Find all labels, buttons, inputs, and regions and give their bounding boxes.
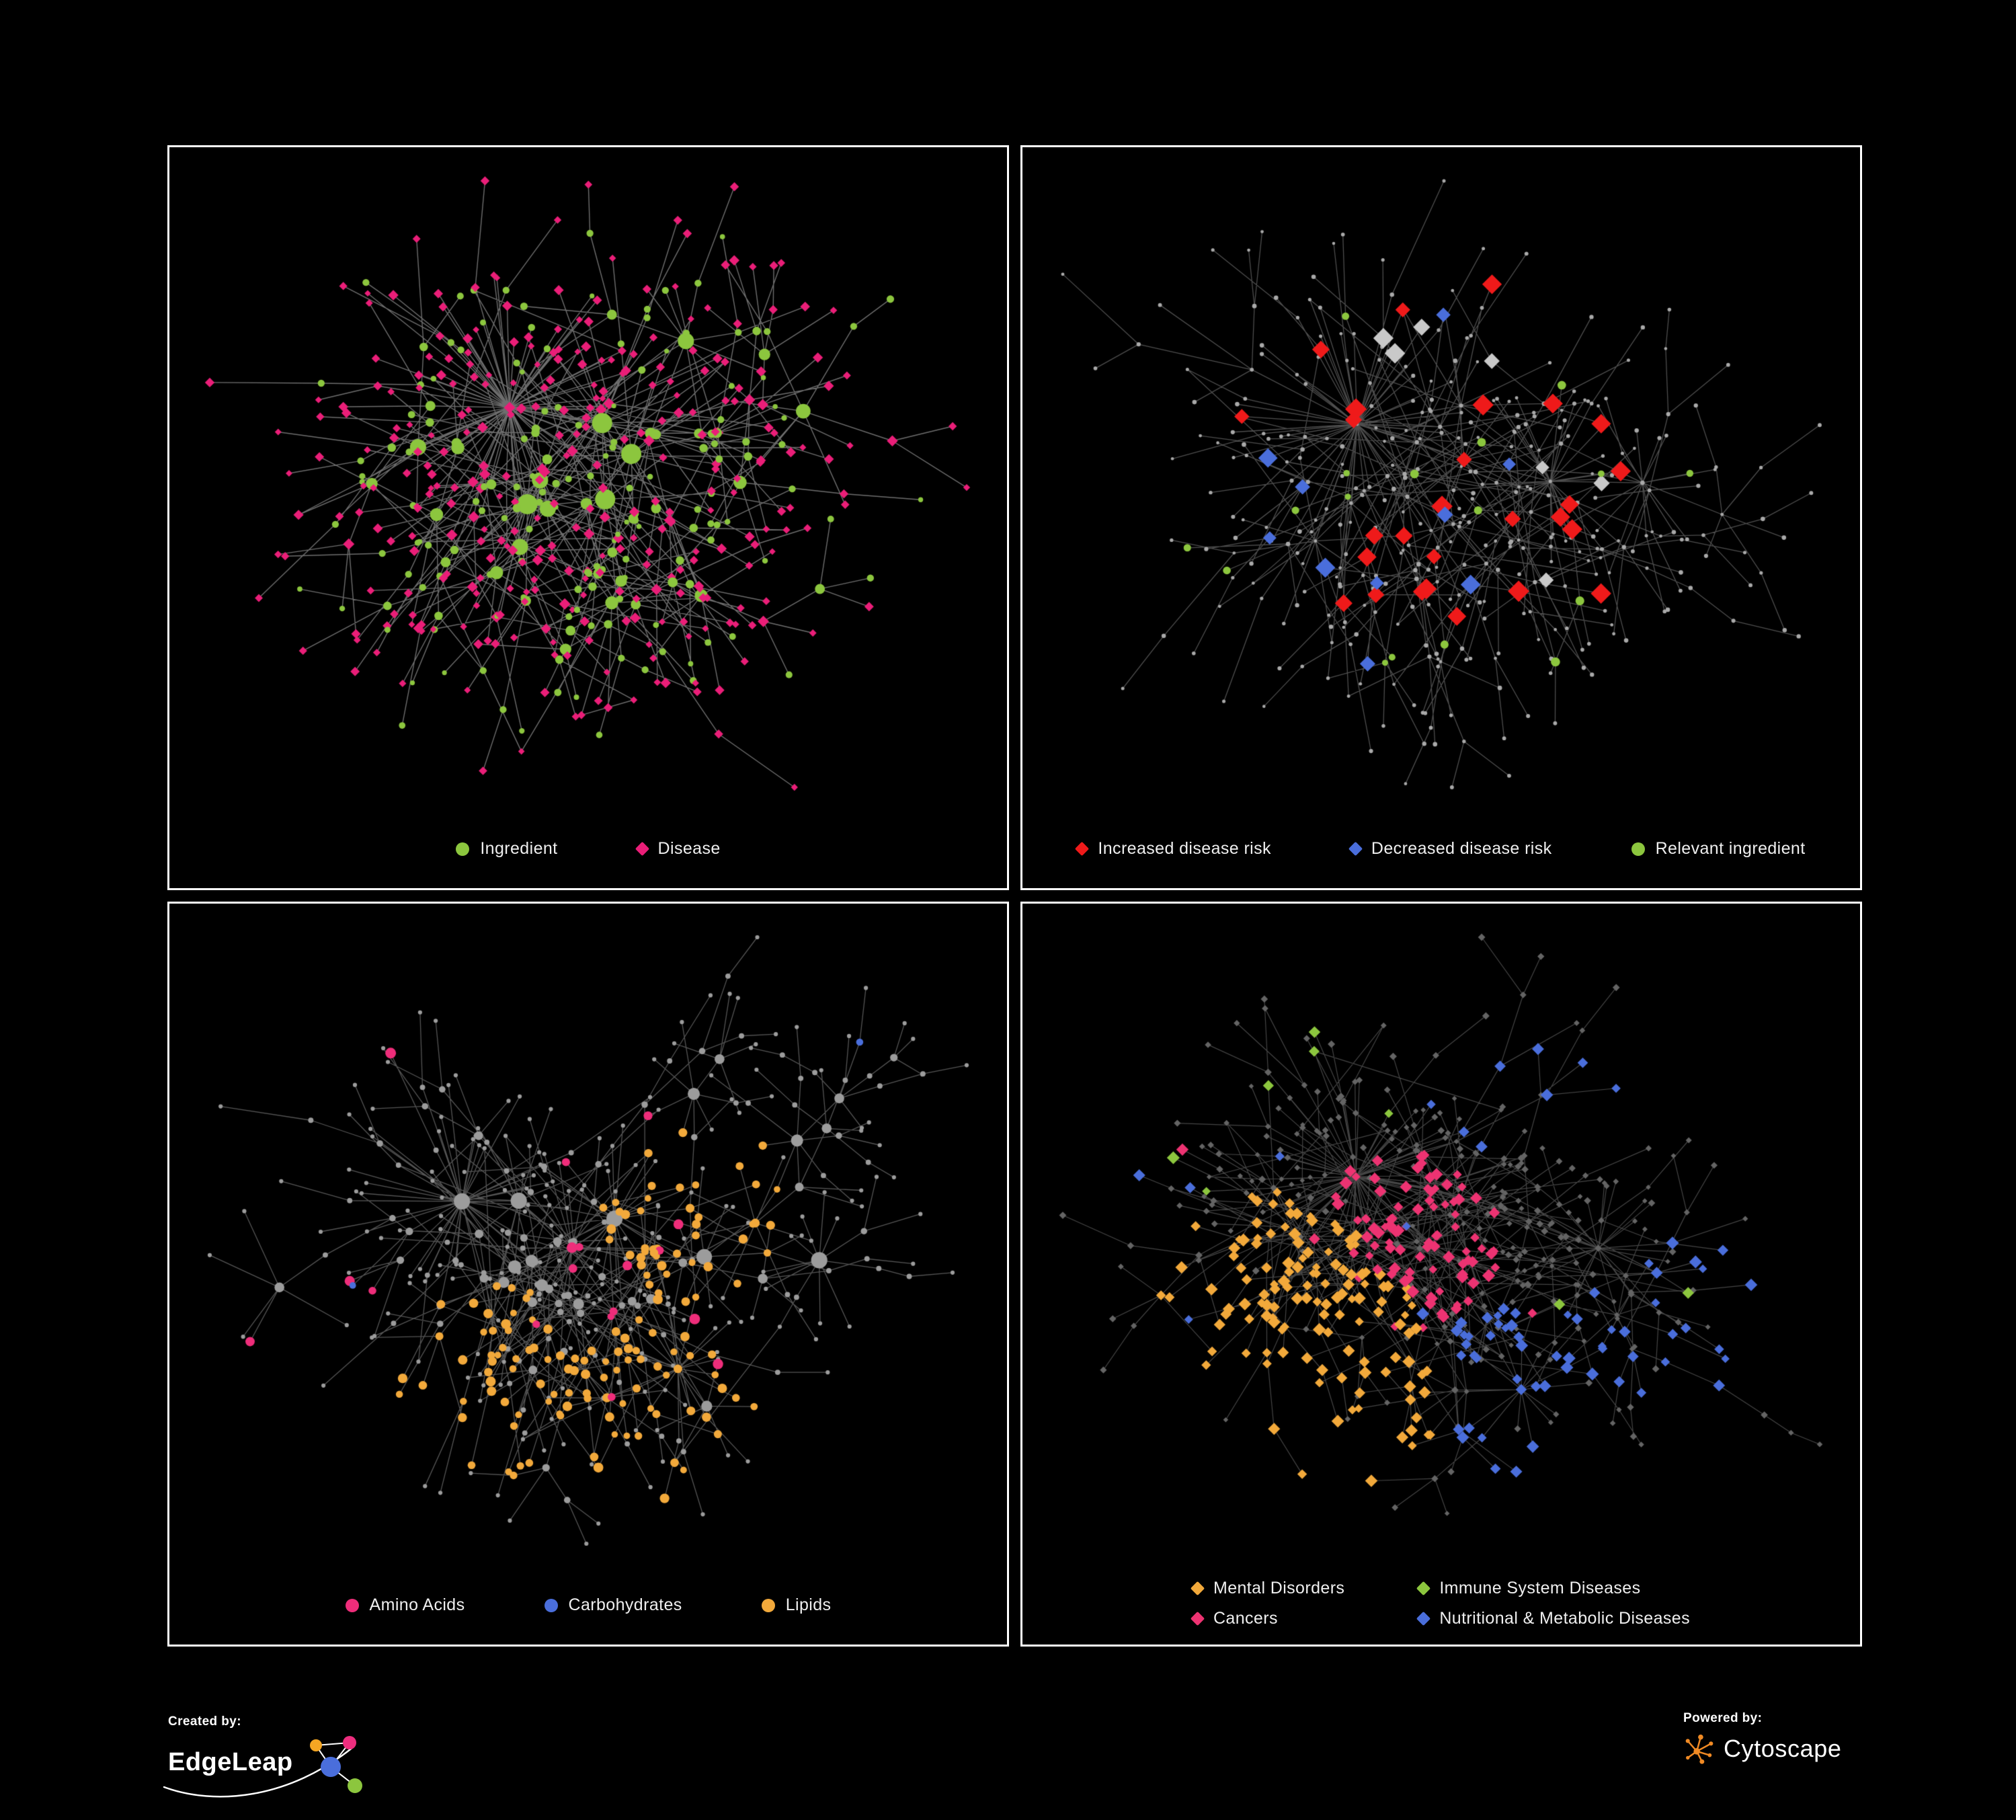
panel-ingredient-disease: Ingredient Disease [167,145,1009,890]
legend-label: Carbohydrates [568,1595,682,1614]
powered-by-label: Powered by: [1683,1711,1763,1725]
disease-category-network-canvas [1022,904,1860,1645]
increased-risk-marker-icon [1075,841,1090,857]
legend-macromolecules: Amino Acids Carbohydrates Lipids [169,1595,1007,1615]
nutritional-metabolic-marker-icon [1416,1611,1431,1626]
cancers-marker-icon [1190,1611,1205,1626]
disease-marker-icon [635,841,649,857]
legend-label: Immune System Diseases [1439,1579,1641,1597]
ingredient-disease-network-canvas [169,147,1007,888]
legend-item-relevant-ingredient: Relevant ingredient [1631,839,1806,859]
relevant-ingredient-marker-icon [1631,842,1645,856]
legend-item-increased-risk: Increased disease risk [1075,839,1271,859]
legend-item-amino-acids: Amino Acids [345,1595,465,1615]
legend-label: Disease [657,839,721,858]
legend-label: Amino Acids [369,1595,465,1614]
legend-item-carbohydrates: Carbohydrates [544,1595,682,1615]
decreased-risk-marker-icon [1348,841,1363,857]
legend-item-nutritional-metabolic-diseases: Nutritional & Metabolic Diseases [1416,1609,1691,1628]
disease-risk-network-canvas [1022,147,1860,888]
legend-label: Mental Disorders [1213,1579,1345,1597]
legend-item-ingredient: Ingredient [456,839,557,859]
legend-label: Increased disease risk [1098,839,1271,858]
edgeleap-logo-text: EdgeLeap [168,1748,293,1776]
legend-item-immune-system-diseases: Immune System Diseases [1416,1579,1690,1598]
panel-grid: Ingredient Disease Increased disease ris… [167,145,1862,1647]
amino-acids-marker-icon [345,1598,359,1612]
macromolecule-network-canvas [169,904,1007,1645]
legend-label: Decreased disease risk [1371,839,1552,858]
carbohydrates-marker-icon [544,1598,558,1612]
legend-label: Lipids [785,1595,832,1614]
legend-label: Ingredient [480,839,558,858]
legend-item-cancers: Cancers [1190,1609,1344,1628]
legend-item-disease: Disease [635,839,721,859]
legend-label: Cancers [1213,1609,1278,1628]
immune-system-diseases-marker-icon [1416,1581,1431,1596]
edgeleap-credit: Created by: EdgeLeap [163,1714,390,1803]
legend-item-lipids: Lipids [761,1595,832,1615]
lipids-marker-icon [761,1598,775,1612]
edgeleap-logo: EdgeLeap [163,1736,390,1803]
panel-disease-categories: Mental Disorders Immune System Diseases … [1020,902,1862,1647]
ingredient-marker-icon [456,842,470,856]
legend-item-mental-disorders: Mental Disorders [1190,1579,1345,1598]
legend-disease-risk: Increased disease risk Decreased disease… [1022,839,1860,859]
panel-macromolecules: Amino Acids Carbohydrates Lipids [167,902,1009,1647]
legend-item-decreased-risk: Decreased disease risk [1348,839,1552,859]
legend-disease-categories: Mental Disorders Immune System Diseases … [1022,1579,1860,1628]
cytoscape-logo-text: Cytoscape [1724,1735,1842,1762]
legend-label: Relevant ingredient [1655,839,1806,858]
created-by-label: Created by: [168,1714,241,1729]
cytoscape-logo: Cytoscape [1683,1733,1842,1765]
legend-label: Nutritional & Metabolic Diseases [1439,1609,1691,1628]
mental-disorders-marker-icon [1190,1581,1205,1596]
edgeleap-logo-icon [309,1736,362,1793]
cytoscape-logo-icon [1685,1734,1713,1764]
cytoscape-credit: Powered by: Cytoscape [1683,1711,1842,1765]
panel-disease-risk: Increased disease risk Decreased disease… [1020,145,1862,890]
legend-ingredient-disease: Ingredient Disease [169,839,1007,859]
